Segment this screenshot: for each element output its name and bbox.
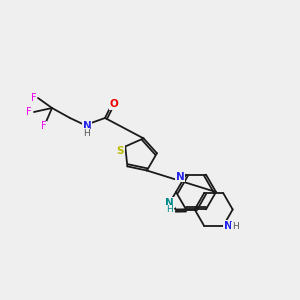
Text: N: N [224,221,233,231]
Text: H: H [232,223,238,232]
Text: S: S [116,146,124,155]
Text: F: F [31,93,37,103]
Text: O: O [110,99,118,109]
Text: H: H [82,128,89,137]
Text: F: F [26,107,32,117]
Text: F: F [41,121,47,131]
Text: N: N [176,172,184,182]
Text: N: N [82,121,91,131]
Text: N: N [165,198,174,208]
Text: H: H [166,205,173,214]
